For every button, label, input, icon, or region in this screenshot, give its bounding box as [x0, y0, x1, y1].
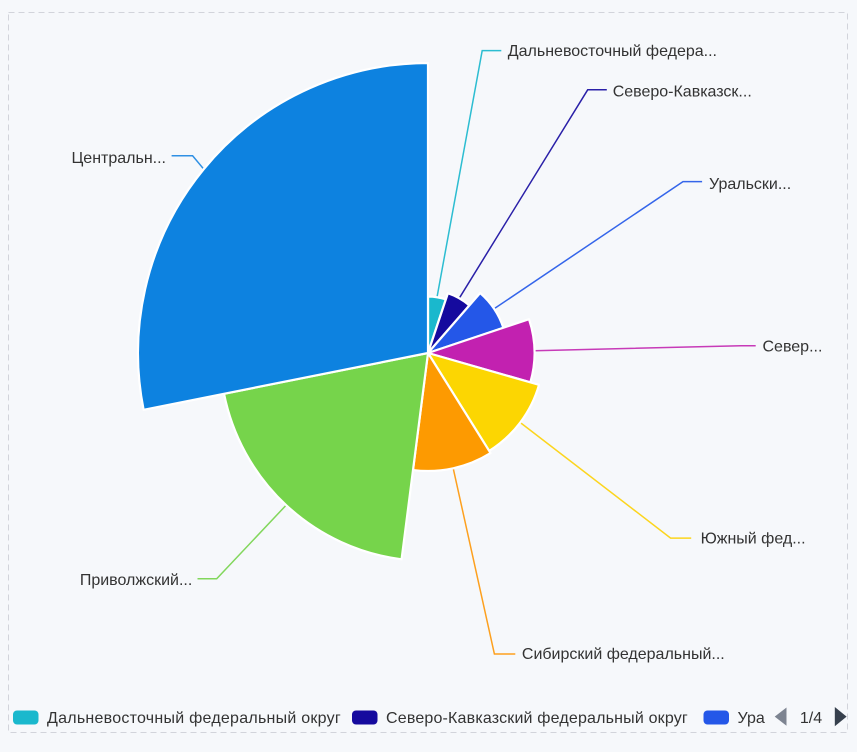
svg-text:Центральн...: Центральн... [71, 150, 166, 167]
svg-text:1/4: 1/4 [800, 710, 822, 727]
svg-text:Северо-Кавказский федеральный: Северо-Кавказский федеральный округ [386, 710, 688, 727]
svg-text:Северо-Кавказск...: Северо-Кавказск... [613, 83, 752, 100]
svg-text:Приволжский...: Приволжский... [80, 572, 192, 589]
svg-text:Южный фед...: Южный фед... [701, 531, 806, 548]
svg-text:Север...: Север... [763, 339, 823, 356]
svg-text:Уральски...: Уральски... [709, 176, 791, 193]
svg-text:Сибирский федеральный...: Сибирский федеральный... [522, 646, 725, 663]
svg-text:Дальневосточный федеральный ок: Дальневосточный федеральный округ [47, 710, 341, 727]
svg-text:Дальневосточный федера...: Дальневосточный федера... [508, 43, 717, 60]
